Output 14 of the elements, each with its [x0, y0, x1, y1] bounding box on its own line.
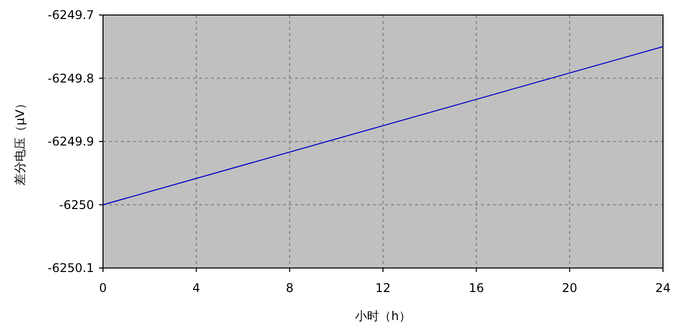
- y-tick-label: -6249.9: [48, 134, 94, 148]
- x-tick-label: 8: [286, 281, 294, 295]
- x-tick-label: 16: [468, 281, 484, 295]
- y-tick-label: -6250: [59, 198, 94, 212]
- x-tick-label: 4: [192, 281, 200, 295]
- x-tick-label: 12: [375, 281, 391, 295]
- x-tick-label: 24: [655, 281, 671, 295]
- y-axis-title: 差分电压（μV）: [13, 98, 27, 186]
- y-tick-label: -6249.8: [48, 71, 94, 86]
- x-tick-label: 0: [99, 281, 107, 295]
- y-tick-label: -6249.7: [48, 8, 94, 22]
- x-tick-label: 20: [562, 281, 578, 295]
- y-tick-label: -6250.1: [48, 261, 94, 275]
- x-axis-title: 小时（h）: [355, 309, 411, 323]
